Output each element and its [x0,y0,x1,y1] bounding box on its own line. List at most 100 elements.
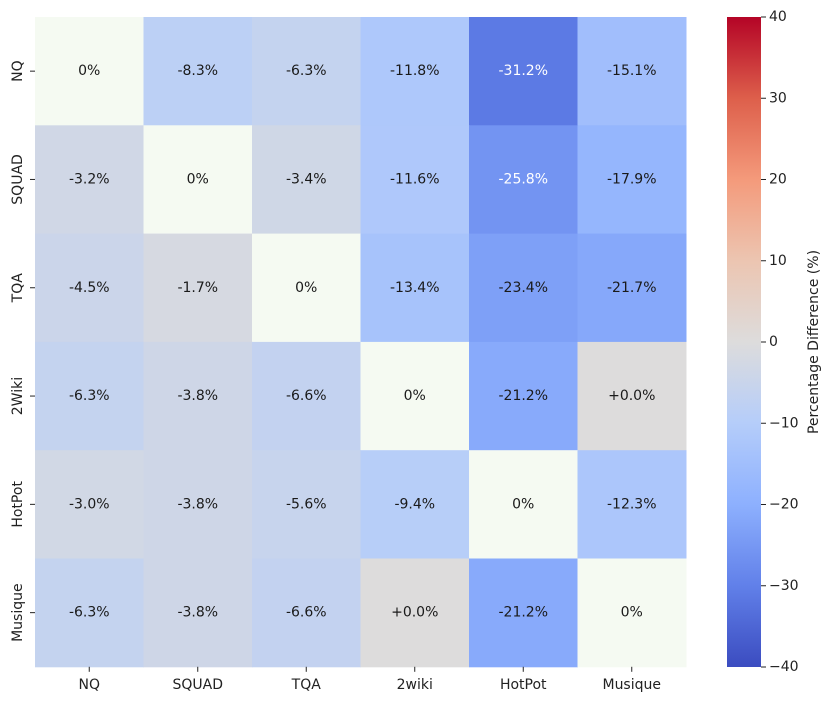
heatmap-cell-4-3 [360,450,470,559]
cell-label-5-1: -3.8% [177,605,218,621]
heatmap-cell-3-0 [35,341,144,451]
x-tick-label-3: 2wiki [397,677,433,693]
heatmap-cells [35,17,687,668]
cell-label-5-4: -21.2% [498,605,548,621]
colorbar-tick-label-2: 20 [769,172,787,188]
cell-label-1-4: -25.8% [498,171,548,187]
heatmap-cell-1-4 [469,125,578,235]
heatmap-cell-4-4 [469,450,578,559]
cell-label-1-3: -11.6% [390,171,440,187]
heatmap-cell-2-1 [143,233,253,343]
cell-label-2-2: 0% [295,280,317,296]
heatmap-cell-5-5 [577,558,687,668]
x-tick-label-0: NQ [79,677,101,693]
heatmap-cell-5-0 [35,558,144,668]
cell-label-5-3: +0.0% [391,605,438,621]
x-tick-label-5: Musique [602,677,661,693]
heatmap-cell-1-0 [35,125,144,235]
heatmap-cell-0-3 [360,17,470,126]
cell-label-3-3: 0% [404,388,426,404]
heatmap-cell-3-2 [252,341,361,451]
y-tick-label-0: NQ [10,60,26,82]
y-tick-label-3: 2Wiki [10,377,26,415]
colorbar-tick-label-1: 30 [769,90,787,106]
heatmap-cell-0-2 [252,17,361,126]
cell-label-4-5: -12.3% [607,496,657,512]
cell-label-4-4: 0% [512,496,534,512]
heatmap-cell-4-2 [252,450,361,559]
heatmap-cell-5-3 [360,558,470,668]
colorbar: 40 30 20 10 0 −10 −20 −30 −40 Percentage Differe… [727,9,822,675]
cell-label-0-1: -8.3% [177,63,218,79]
colorbar-tick-label-7: −30 [769,578,799,594]
colorbar-tick-label-6: −20 [769,497,799,513]
cell-label-4-3: -9.4% [394,496,435,512]
x-tick-label-4: HotPot [500,677,547,693]
cell-label-2-1: -1.7% [177,280,218,296]
cell-label-4-2: -5.6% [286,496,327,512]
cell-label-3-4: -21.2% [498,388,548,404]
y-tick-label-5: Musique [10,583,26,642]
cell-label-1-1: 0% [187,171,209,187]
heatmap-cell-1-5 [577,125,687,235]
cell-label-1-2: -3.4% [286,171,327,187]
cell-label-2-4: -23.4% [498,280,548,296]
heatmap-cell-5-4 [469,558,578,668]
heatmap-cell-4-0 [35,450,144,559]
cell-label-5-5: 0% [621,605,643,621]
cell-label-3-2: -6.6% [286,388,327,404]
cell-label-0-3: -11.8% [390,63,440,79]
cell-label-2-3: -13.4% [390,280,440,296]
cell-label-0-2: -6.3% [286,63,327,79]
heatmap-cell-3-3 [360,341,470,451]
x-tick-label-2: TQA [291,677,322,693]
cell-label-0-0: 0% [78,63,100,79]
colorbar-tick-label-4: 0 [769,334,778,350]
y-tick-label-4: HotPot [10,481,26,528]
cell-label-0-5: -15.1% [607,63,657,79]
cell-label-2-5: -21.7% [607,280,657,296]
heatmap-cell-0-0 [35,17,144,126]
heatmap-cell-4-1 [143,450,253,559]
heatmap-cell-2-4 [469,233,578,343]
cell-label-3-5: +0.0% [608,388,655,404]
cell-label-3-0: -6.3% [69,388,110,404]
heatmap-cell-1-1 [143,125,253,235]
x-tick-label-1: SQUAD [172,677,223,693]
heatmap-cell-3-5 [577,341,687,451]
colorbar-tick-label-3: 10 [769,253,787,269]
x-axis: NQ SQUAD TQA 2wiki HotPot Musique [79,666,661,693]
heatmap-cell-5-1 [143,558,253,668]
heatmap-cell-1-3 [360,125,470,235]
colorbar-ticks: 40 30 20 10 0 −10 −20 −30 −40 [761,9,799,675]
cell-label-4-1: -3.8% [177,496,218,512]
cell-label-5-0: -6.3% [69,605,110,621]
cell-label-0-4: -31.2% [498,63,548,79]
colorbar-tick-label-0: 40 [769,9,787,25]
cell-label-1-5: -17.9% [607,171,657,187]
heatmap-cell-3-4 [469,341,578,451]
cell-label-5-2: -6.6% [286,605,327,621]
heatmap-cell-0-4 [469,17,578,126]
heatmap-cell-4-5 [577,450,687,559]
y-axis: NQ SQUAD TQA 2Wiki HotPot Musique [10,60,35,642]
y-tick-label-1: SQUAD [10,154,26,205]
y-tick-label-2: TQA [10,273,26,304]
colorbar-gradient [727,17,761,667]
cell-label-1-0: -3.2% [69,171,110,187]
heatmap-cell-2-2 [252,233,361,343]
heatmap-cell-5-2 [252,558,361,668]
heatmap-cell-1-2 [252,125,361,235]
heatmap-cell-2-3 [360,233,470,343]
heatmap-cell-3-1 [143,341,253,451]
colorbar-tick-label-5: −10 [769,415,799,431]
heatmap-cell-2-0 [35,233,144,343]
colorbar-label: Percentage Difference (%) [806,250,822,434]
cell-label-3-1: -3.8% [177,388,218,404]
heatmap-cell-2-5 [577,233,687,343]
cell-label-4-0: -3.0% [69,496,110,512]
heatmap-cell-0-1 [143,17,253,126]
cell-label-2-0: -4.5% [69,280,110,296]
heatmap-cell-0-5 [577,17,687,126]
